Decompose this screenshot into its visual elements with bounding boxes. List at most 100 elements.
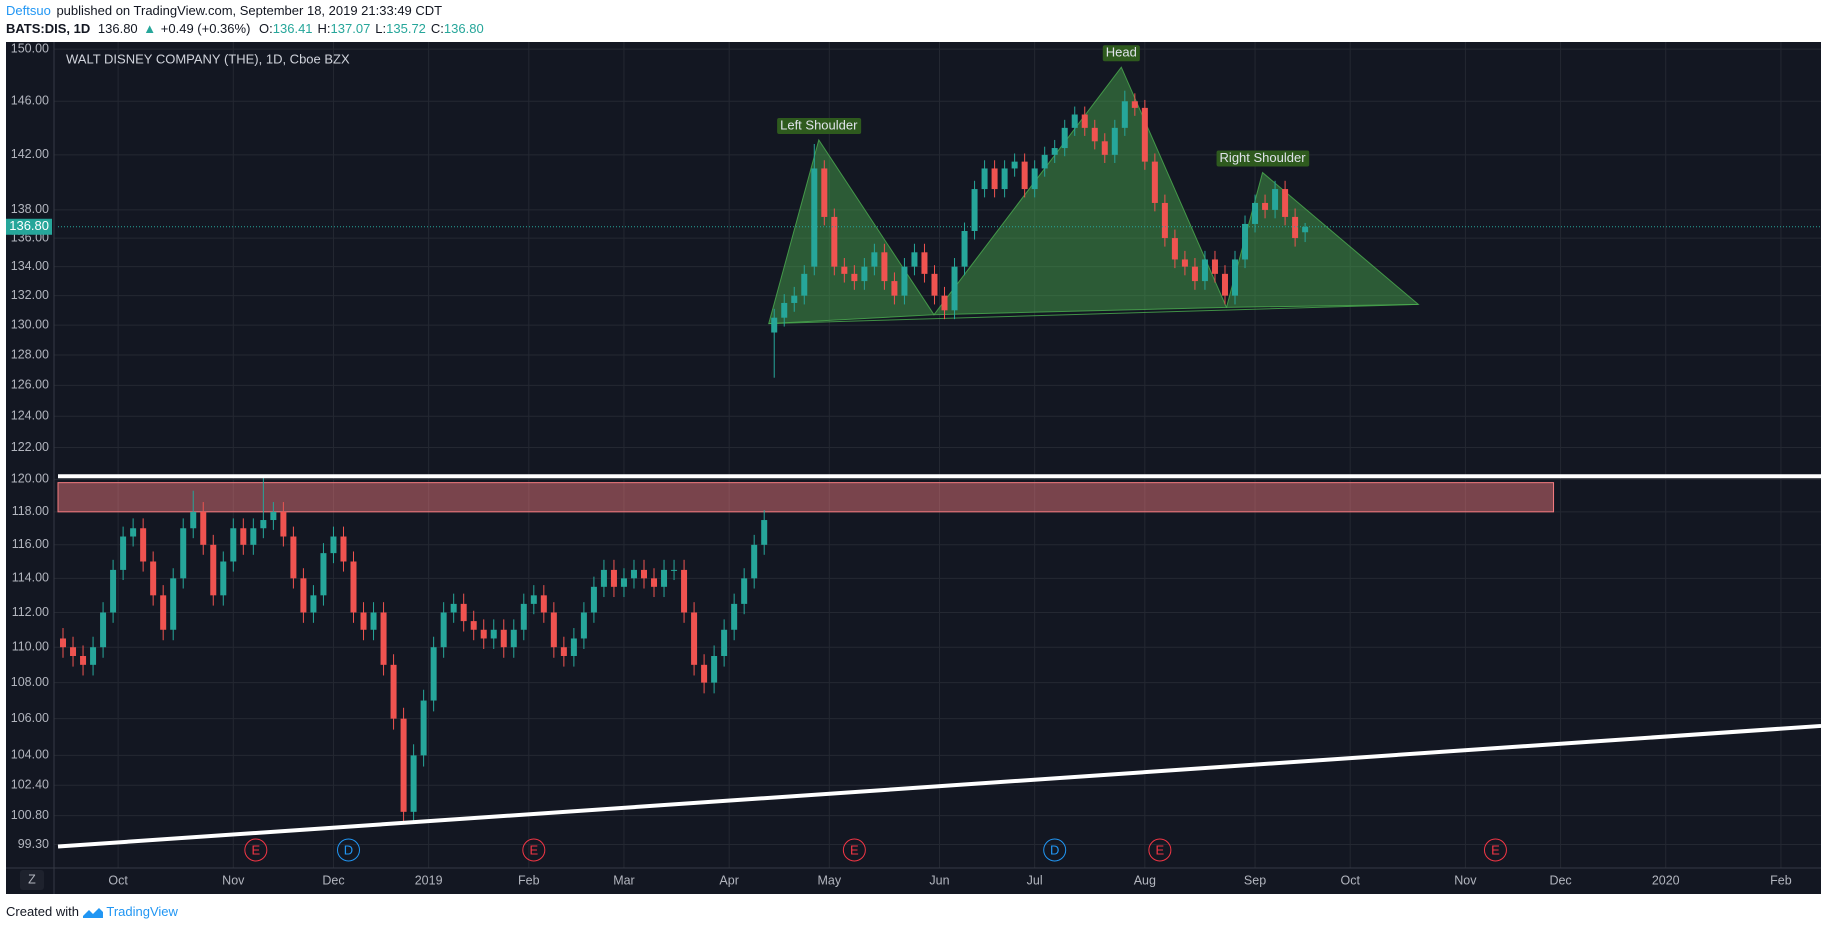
candle-body <box>310 595 317 613</box>
candle-body <box>640 569 647 579</box>
y-tick-label: 106.00 <box>11 711 49 725</box>
event-marker[interactable] <box>522 838 546 862</box>
pattern-label: Right Shoulder <box>1220 150 1307 165</box>
candle-body <box>1121 101 1128 128</box>
plot: Left Shoulder Head Right Shoulder E D E E D E E <box>54 42 1822 868</box>
neckline <box>768 303 1419 325</box>
brand[interactable]: TradingView <box>106 904 178 919</box>
y-tick-label: 110.00 <box>12 640 49 654</box>
candle-body <box>1201 259 1208 282</box>
author[interactable]: Deftsuo <box>6 3 51 18</box>
event-marker[interactable] <box>1043 838 1067 862</box>
x-tick-label: Sep <box>1244 873 1266 887</box>
candle-body <box>1041 154 1048 169</box>
x-tick-label: Nov <box>222 873 245 887</box>
y-tick-label: 134.00 <box>11 259 49 273</box>
candle-body <box>971 189 978 231</box>
candle-body <box>170 578 177 630</box>
zoom-label[interactable]: Z <box>28 872 36 886</box>
candle-body <box>120 536 127 570</box>
candle-body <box>811 168 818 267</box>
candle-body <box>510 629 517 648</box>
candle-body <box>891 281 898 296</box>
candle-body <box>480 629 487 639</box>
y-tick-label: 138.00 <box>11 202 49 216</box>
y-tick-label: 130.00 <box>11 317 49 331</box>
candle-body <box>921 252 928 274</box>
up-arrow: ▲ <box>143 21 156 36</box>
candle-body <box>400 718 407 812</box>
x-tick-label: Oct <box>1340 873 1360 887</box>
candle-body <box>290 536 297 579</box>
y-tick-label: 132.00 <box>11 288 49 302</box>
candle-body <box>871 252 878 267</box>
candle-body <box>70 647 77 657</box>
candle-body <box>140 528 147 562</box>
ohlc-label: O: <box>259 21 273 36</box>
candle-body <box>260 520 267 529</box>
ohlc-label: C: <box>431 21 444 36</box>
candle-body <box>1101 141 1108 155</box>
candle-body <box>620 578 627 587</box>
pattern-label: Left Shoulder <box>780 117 858 132</box>
resistance-zone <box>57 482 1555 513</box>
candle-body <box>240 528 247 545</box>
zoom-button[interactable] <box>20 870 44 890</box>
candle-body <box>160 595 167 630</box>
event-label: E <box>529 842 538 857</box>
event-label: E <box>1156 842 1165 857</box>
candle-body <box>771 317 778 333</box>
pattern-label-bg <box>1102 45 1140 62</box>
candle-body <box>751 544 758 579</box>
event-marker[interactable] <box>244 838 268 862</box>
candle-body <box>991 168 998 190</box>
candle-body <box>711 656 718 683</box>
y-tick-label: 118.00 <box>12 504 49 518</box>
candle-body <box>180 528 187 579</box>
y-tick-label: 150.00 <box>11 41 49 55</box>
x-tick-label: May <box>818 873 842 887</box>
y-tick-label: 116.00 <box>12 537 49 551</box>
x-tick-label: Jun <box>929 873 949 887</box>
candle-body <box>410 755 417 812</box>
candle-body <box>420 700 427 756</box>
last: 136.80 <box>98 21 138 36</box>
y-tick-label: 99.30 <box>18 837 49 851</box>
candle-body <box>931 273 938 296</box>
y-tick-label: 124.00 <box>11 408 49 422</box>
candle-body <box>360 612 367 630</box>
x-tick-label: Dec <box>322 873 344 887</box>
event-label: D <box>1050 842 1059 857</box>
symbol: BATS:DIS, 1D <box>6 21 90 36</box>
y-tick-label: 146.00 <box>11 94 49 108</box>
event-marker[interactable] <box>842 838 866 862</box>
candle-body <box>831 216 838 267</box>
created-with: Created with <box>6 904 79 919</box>
candle-body <box>280 511 287 537</box>
candle-body <box>911 252 918 267</box>
change: +0.49 (+0.36%) <box>161 21 251 36</box>
x-tick-label: Nov <box>1454 873 1477 887</box>
event-marker[interactable] <box>1148 838 1172 862</box>
candle-body <box>430 647 437 701</box>
y-tick-label: 102.40 <box>11 778 49 792</box>
candle-body <box>1161 202 1168 239</box>
x-tick-label: Feb <box>518 873 540 887</box>
event-marker[interactable] <box>1483 838 1507 862</box>
candle-body <box>570 638 577 657</box>
event-marker[interactable] <box>336 838 360 862</box>
candle-body <box>210 544 217 596</box>
ohlc-value: 137.07 <box>331 21 371 36</box>
candle-body <box>80 656 87 665</box>
candle-body <box>590 586 597 613</box>
candle-body <box>610 569 617 587</box>
last-price-label: 136.80 <box>9 218 49 233</box>
candle-body <box>110 569 117 613</box>
candle-body <box>941 295 948 311</box>
candle-body <box>671 569 678 571</box>
published: published on TradingView.com, September … <box>56 3 442 18</box>
candle-body <box>390 664 397 719</box>
last-price-box <box>6 218 52 235</box>
candle-body <box>470 621 477 630</box>
candle-body <box>90 647 97 665</box>
